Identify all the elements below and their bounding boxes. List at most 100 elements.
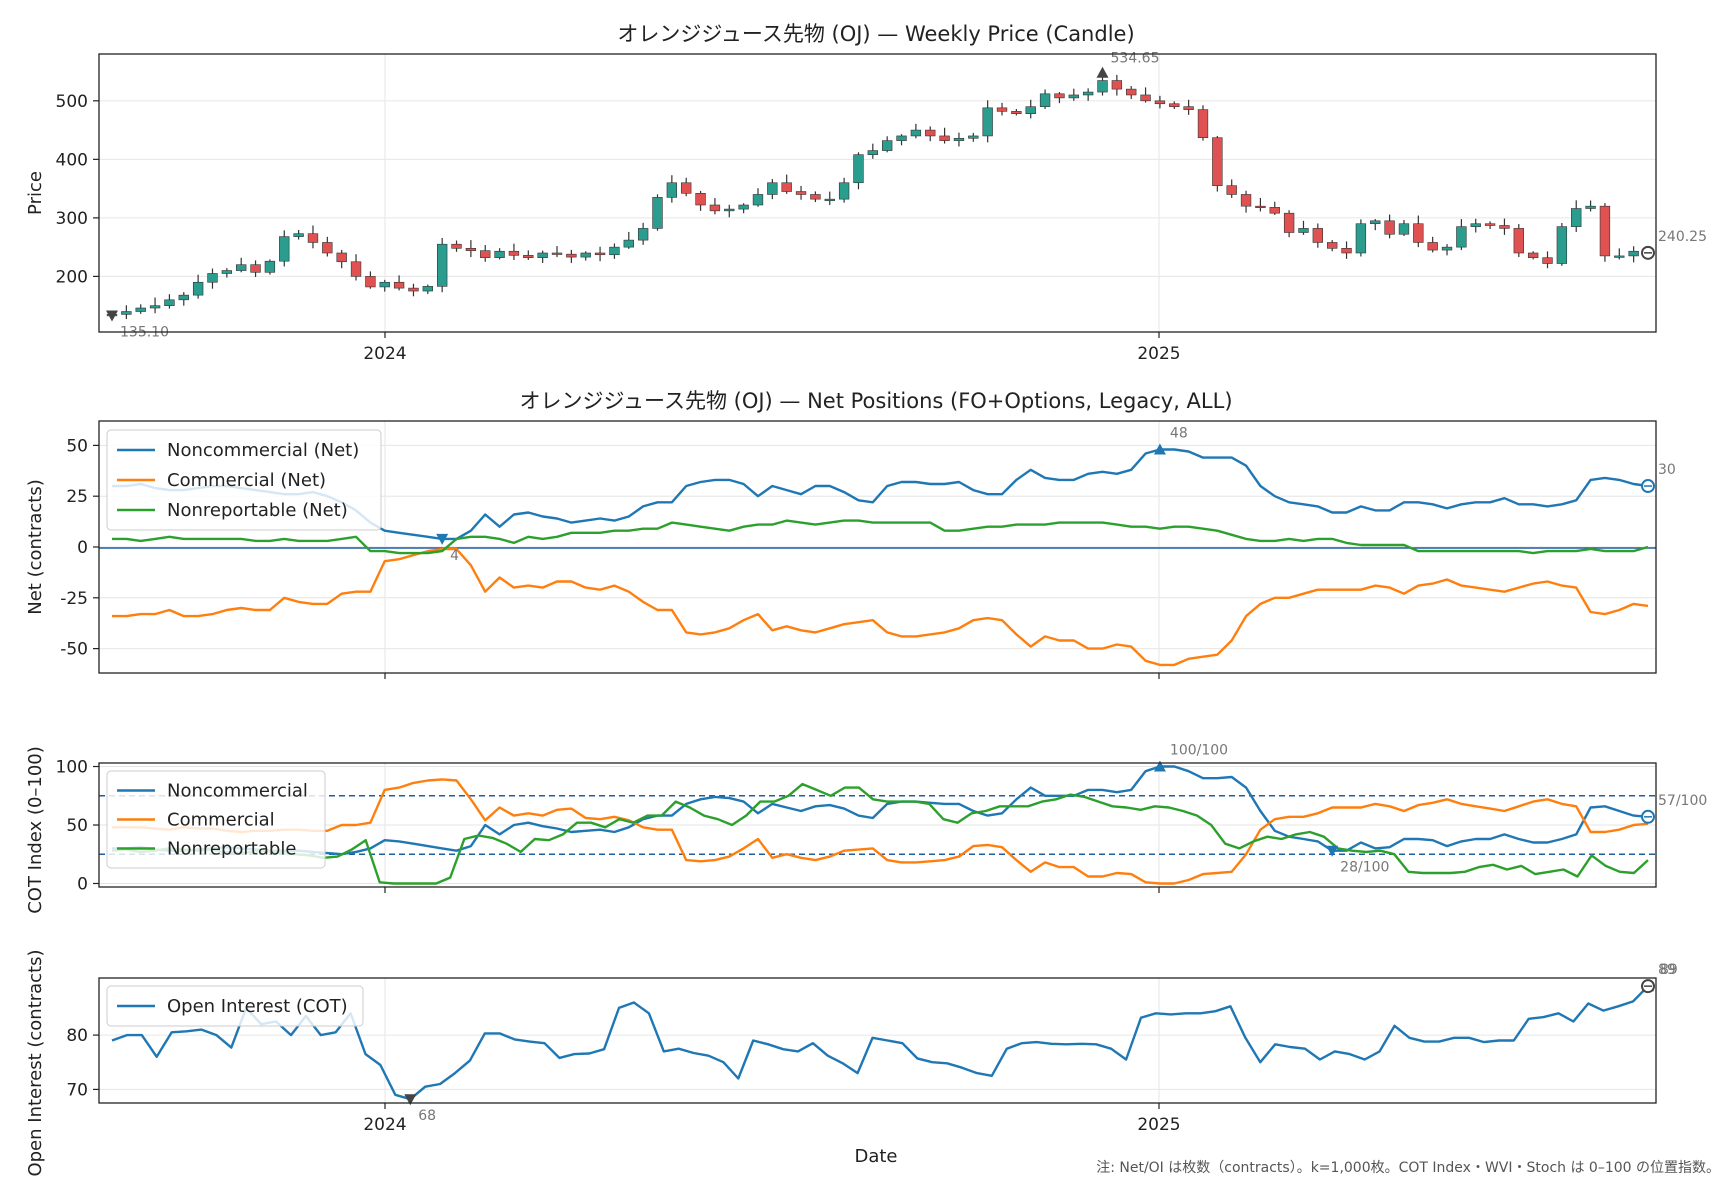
series-line-2 xyxy=(111,782,1649,885)
series-line-1 xyxy=(112,547,1649,667)
candle-body xyxy=(609,246,620,256)
candle-body xyxy=(652,197,663,229)
candle-body xyxy=(1327,242,1338,249)
candle-body xyxy=(982,107,993,137)
candle-body xyxy=(1011,111,1022,114)
y-tick-label: -50 xyxy=(60,640,88,660)
candle-body xyxy=(752,194,764,206)
cot-min-marker xyxy=(1326,845,1339,857)
candle-body xyxy=(1025,106,1036,114)
legend-entry: Nonreportable (Net) xyxy=(167,500,348,521)
y-tick-label: -25 xyxy=(60,589,88,609)
x-tick-label: 2025 xyxy=(1137,1115,1180,1135)
candle-body xyxy=(939,135,950,141)
net-min-label: 4 xyxy=(450,548,459,564)
candle-body xyxy=(494,250,505,258)
candle-body xyxy=(1456,226,1467,248)
candle-body xyxy=(221,270,233,274)
candle-body xyxy=(508,250,520,256)
candle-body xyxy=(1556,226,1568,264)
candle-body xyxy=(953,137,965,141)
candle-body xyxy=(1599,205,1611,257)
y-tick-label: 25 xyxy=(66,487,88,507)
candle-body xyxy=(1370,220,1381,225)
legend-entry: Nonreportable xyxy=(167,839,296,860)
candle-body xyxy=(767,182,778,195)
candle-body xyxy=(1097,80,1108,93)
candle-body xyxy=(1054,93,1065,99)
candle-body xyxy=(307,233,319,243)
legend-entry: Noncommercial xyxy=(167,781,308,802)
candle-body xyxy=(795,191,807,195)
net-last-label: 30 xyxy=(1658,462,1676,478)
legend-box xyxy=(106,429,382,531)
oi-last-label: 89 xyxy=(1660,962,1678,978)
legend-box xyxy=(106,985,364,1027)
candle-body xyxy=(1614,255,1625,258)
y-tick-label: 80 xyxy=(66,1026,88,1046)
candle-body xyxy=(523,255,534,258)
price-panel-title: オレンジジュース先物 (OJ) — Weekly Price (Candle) xyxy=(617,22,1134,46)
candle-body xyxy=(1082,91,1094,96)
candle-body xyxy=(1398,223,1410,235)
candle-body xyxy=(666,182,678,198)
net-max-label: 48 xyxy=(1170,425,1188,441)
candle-body xyxy=(637,228,649,241)
cot-index-ylabel: COT Index (0–100) xyxy=(25,746,46,914)
candle-body xyxy=(566,253,577,258)
candle-body xyxy=(192,281,204,296)
net-max-marker xyxy=(1153,443,1166,455)
candle-body xyxy=(551,252,563,255)
candle-body xyxy=(1298,228,1309,233)
candle-body xyxy=(623,239,634,248)
candle-body xyxy=(1197,109,1209,138)
y-tick-label: 50 xyxy=(66,816,88,836)
y-tick-label: 0 xyxy=(77,538,88,558)
legend-entry: Commercial xyxy=(167,810,275,831)
y-tick-label: 300 xyxy=(56,209,88,229)
candle-body xyxy=(1183,106,1194,110)
candle-body xyxy=(322,242,333,254)
legend-box xyxy=(106,770,326,869)
price-ylabel: Price xyxy=(25,171,46,215)
candle-body xyxy=(1068,94,1079,99)
candle-body xyxy=(178,294,189,301)
y-tick-label: 400 xyxy=(56,150,88,170)
candle-body xyxy=(537,252,548,258)
candle-body xyxy=(968,135,979,139)
candle-body xyxy=(465,248,477,251)
cot-max-marker xyxy=(1153,760,1166,772)
cot-last-label: 57/100 xyxy=(1658,793,1707,809)
candle-body xyxy=(580,252,591,258)
candle-body xyxy=(910,129,922,137)
legend-entry: Open Interest (COT) xyxy=(167,996,348,1017)
oi-max-label: 89 xyxy=(1658,962,1676,978)
candle-body xyxy=(1585,205,1596,209)
cot-max-label: 100/100 xyxy=(1170,743,1228,759)
legend-entry: Commercial (Net) xyxy=(167,470,326,491)
candle-body xyxy=(810,194,821,200)
candle-body xyxy=(293,233,304,237)
candle-body xyxy=(1111,80,1123,90)
y-tick-label: 200 xyxy=(56,267,88,287)
candle-body xyxy=(436,243,448,287)
candle-body xyxy=(1255,205,1266,208)
candle-body xyxy=(1355,223,1367,254)
y-tick-label: 500 xyxy=(56,92,88,112)
series-line-1 xyxy=(112,778,1649,885)
candle-body xyxy=(996,107,1008,112)
candle-body xyxy=(1499,225,1510,229)
candle-body xyxy=(1413,223,1424,243)
max-label: 534.65 xyxy=(1111,51,1160,67)
y-tick-label: 70 xyxy=(66,1080,88,1100)
net-ylabel: Net (contracts) xyxy=(25,479,46,615)
candle-body xyxy=(781,182,792,192)
legend-entry: Noncommercial (Net) xyxy=(167,440,359,461)
candle-body xyxy=(1628,250,1639,257)
candle-body xyxy=(1212,137,1223,186)
x-axis-label: Date xyxy=(854,1146,897,1167)
candle-body xyxy=(135,307,146,312)
net-panel-title: オレンジジュース先物 (OJ) — Net Positions (FO+Opti… xyxy=(519,389,1232,413)
